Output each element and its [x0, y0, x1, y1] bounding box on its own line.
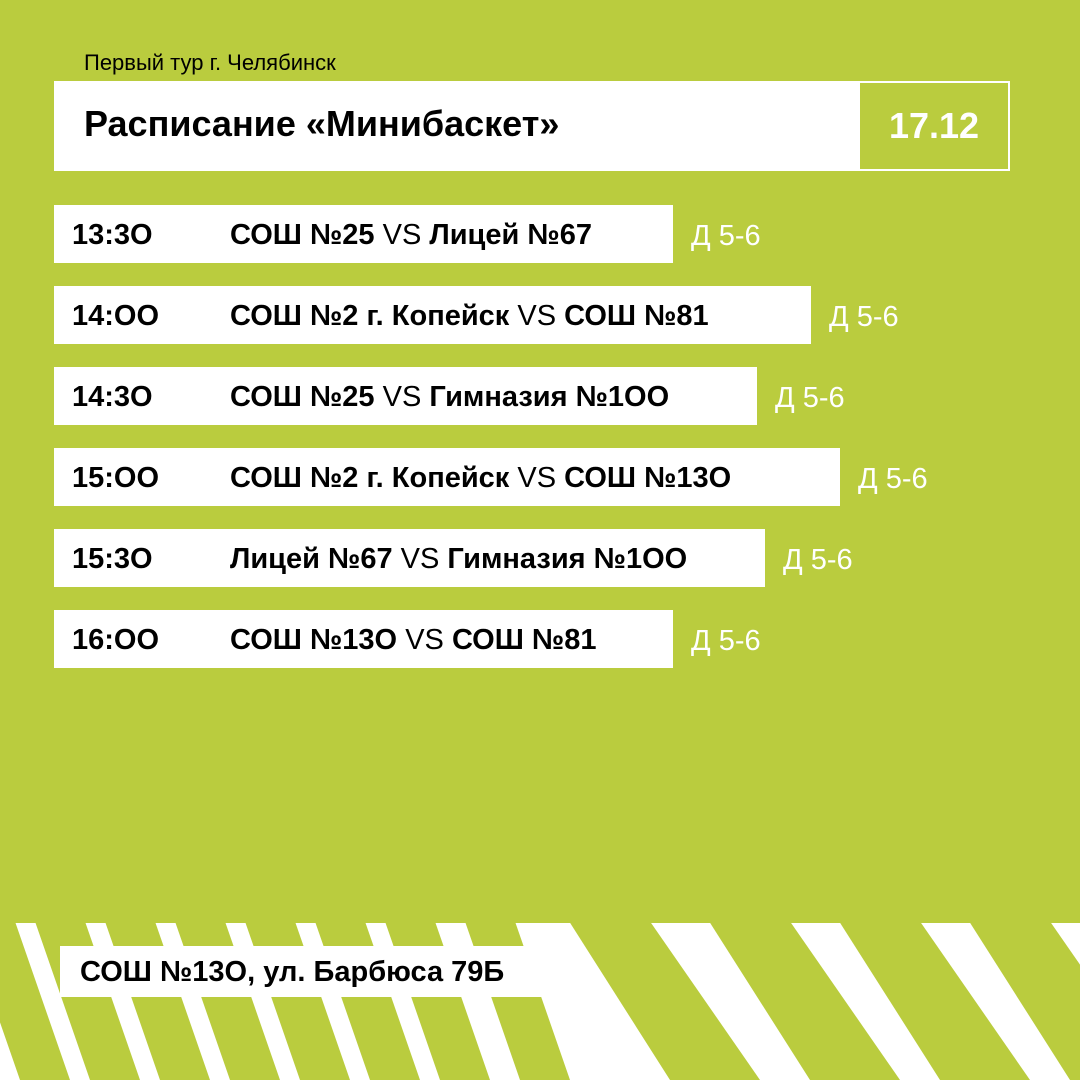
division-label: Д 5-6 [775, 382, 845, 414]
match-teams: СОШ №25 VS Лицей №67 [230, 219, 592, 252]
match-time: 13:3О [72, 219, 153, 251]
stripe [960, 907, 1080, 1080]
match-time: 14:3О [72, 381, 153, 413]
team-2: СОШ №13О [564, 462, 732, 494]
stripe [0, 907, 1080, 923]
venue-address: СОШ №13О, ул. Барбюса 79Б [80, 956, 505, 988]
vs-label: VS [382, 381, 422, 413]
division-label: Д 5-6 [691, 625, 761, 657]
team-1: СОШ №25 [230, 381, 375, 413]
match-teams: СОШ №2 г. Копейск VS СОШ №13О [230, 462, 731, 495]
division-label: Д 5-6 [783, 544, 853, 576]
team-2: СОШ №81 [564, 300, 709, 332]
vs-label: VS [517, 300, 557, 332]
date-badge: 17.12 [860, 83, 1008, 169]
title-banner: Расписание «Минибаскет» 17.12 [54, 81, 1010, 171]
match-time: 16:ОО [72, 624, 160, 656]
vs-label: VS [382, 219, 422, 251]
match-box: 13:3О СОШ №25 VS Лицей №67 [54, 205, 673, 263]
address-banner: СОШ №13О, ул. Барбюса 79Б [60, 946, 567, 997]
match-box: 15:ОО СОШ №2 г. Копейск VS СОШ №13О [54, 448, 840, 506]
division-label: Д 5-6 [691, 220, 761, 252]
match-teams: Лицей №67 VS Гимназия №1ОО [230, 543, 687, 576]
match-box: 15:3О Лицей №67 VS Гимназия №1ОО [54, 529, 765, 587]
match-box: 16:ОО СОШ №13О VS СОШ №81 [54, 610, 673, 668]
match-teams: СОШ №13О VS СОШ №81 [230, 624, 597, 657]
stripe [560, 907, 760, 1080]
match-teams: СОШ №2 г. Копейск VS СОШ №81 [230, 300, 709, 333]
tour-subtitle: Первый тур г. Челябинск [84, 50, 336, 75]
stripe [830, 907, 1030, 1080]
match-box: 14:3О СОШ №25 VS Гимназия №1ОО [54, 367, 757, 425]
team-1: СОШ №2 г. Копейск [230, 462, 510, 494]
stripe [0, 907, 70, 1080]
match-teams: СОШ №25 VS Гимназия №1ОО [230, 381, 669, 414]
stripe [700, 907, 900, 1080]
team-1: СОШ №13О [230, 624, 398, 656]
match-time: 14:ОО [72, 300, 160, 332]
vs-label: VS [405, 624, 444, 656]
team-2: Гимназия №1ОО [447, 543, 688, 575]
match-box: 14:ОО СОШ №2 г. Копейск VS СОШ №81 [54, 286, 811, 344]
team-2: Лицей №67 [429, 219, 592, 251]
match-time: 15:ОО [72, 462, 160, 494]
team-2: СОШ №81 [451, 624, 597, 656]
team-2: Гимназия №1ОО [429, 381, 670, 413]
vs-label: VS [517, 462, 557, 494]
team-1: СОШ №25 [230, 219, 375, 251]
match-time: 15:3О [72, 543, 153, 575]
division-label: Д 5-6 [829, 301, 899, 333]
page-title: Расписание «Минибаскет» [84, 103, 560, 144]
division-label: Д 5-6 [858, 463, 928, 495]
team-1: Лицей №67 [230, 543, 393, 575]
vs-label: VS [400, 543, 440, 575]
team-1: СОШ №2 г. Копейск [230, 300, 510, 332]
